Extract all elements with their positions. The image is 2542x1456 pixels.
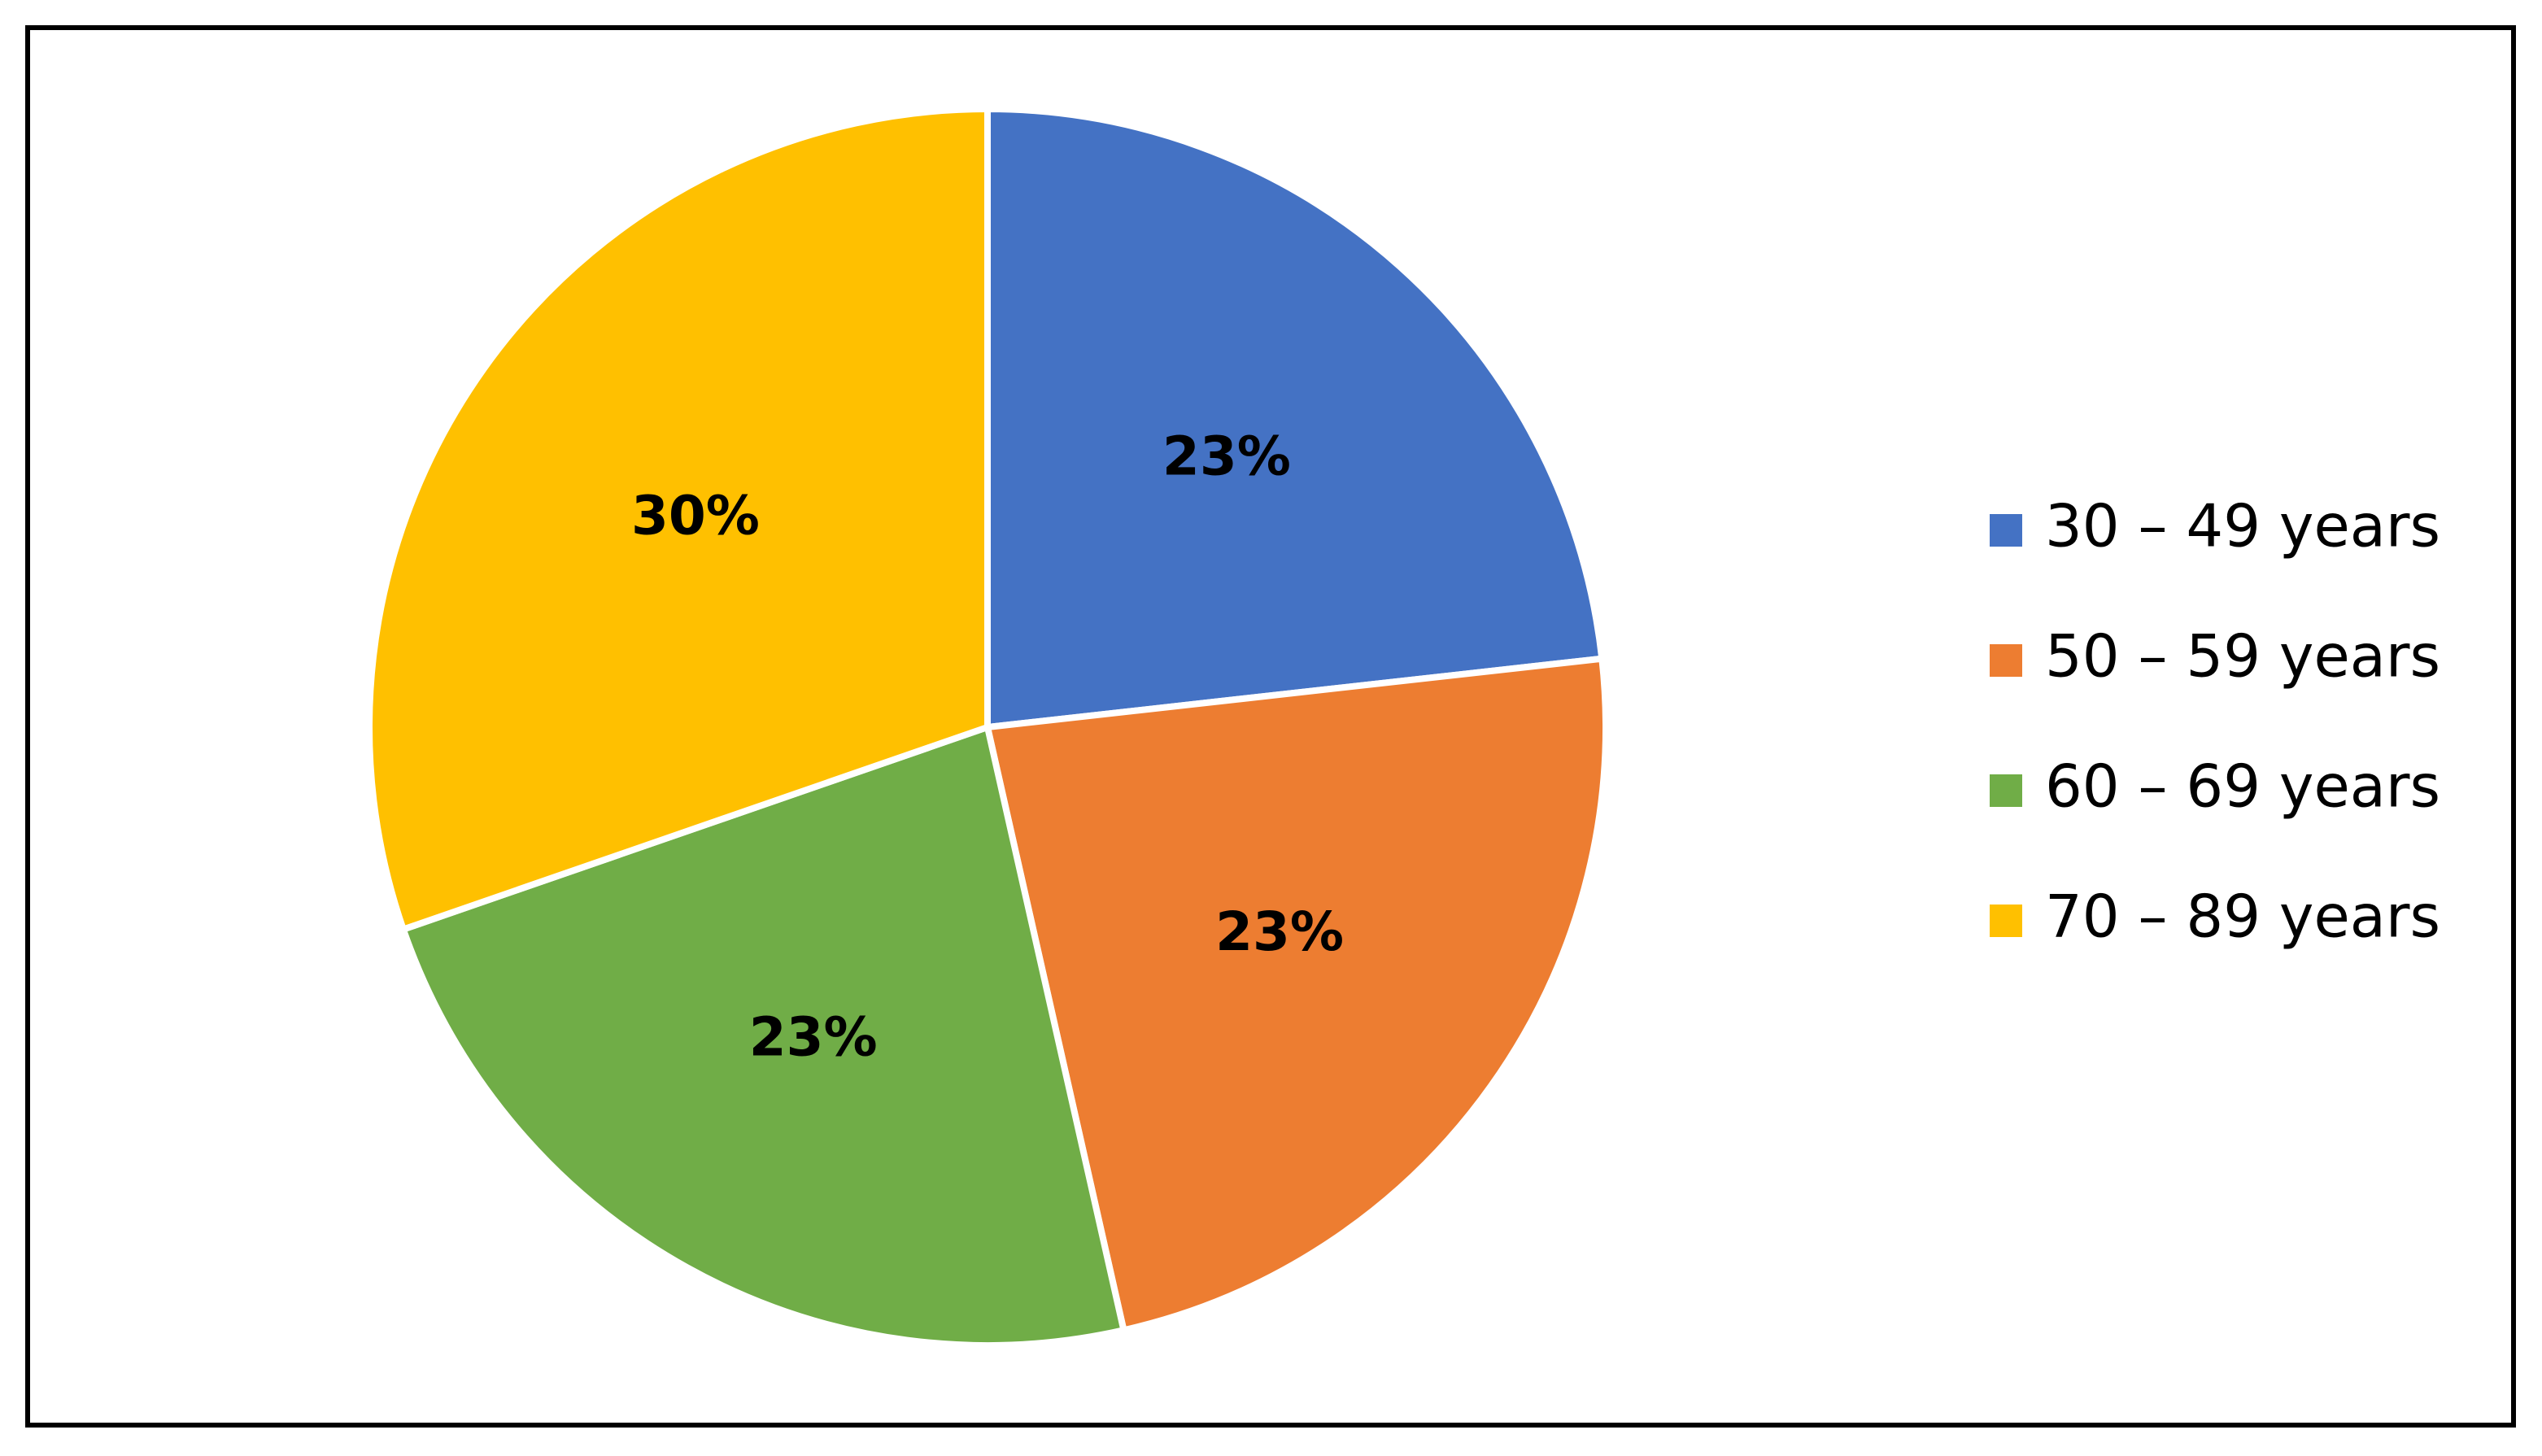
legend-swatch (1990, 644, 2022, 677)
pie-slice (983, 655, 1609, 1335)
pie-slice (366, 105, 991, 934)
data-label: 30% (631, 484, 760, 547)
legend-swatch (1990, 774, 2022, 807)
pie-slice (399, 722, 1128, 1349)
legend-label: 60 – 69 years (2045, 752, 2440, 821)
data-label: 23% (1162, 425, 1291, 488)
legend-swatch (1990, 905, 2022, 937)
legend-label: 30 – 49 years (2045, 492, 2440, 560)
data-label: 23% (749, 1005, 878, 1068)
data-label: 23% (1215, 900, 1344, 963)
pie-slice (984, 105, 1606, 731)
legend-label: 70 – 89 years (2045, 883, 2440, 951)
legend-label: 50 – 59 years (2045, 622, 2440, 691)
legend-swatch (1990, 514, 2022, 547)
